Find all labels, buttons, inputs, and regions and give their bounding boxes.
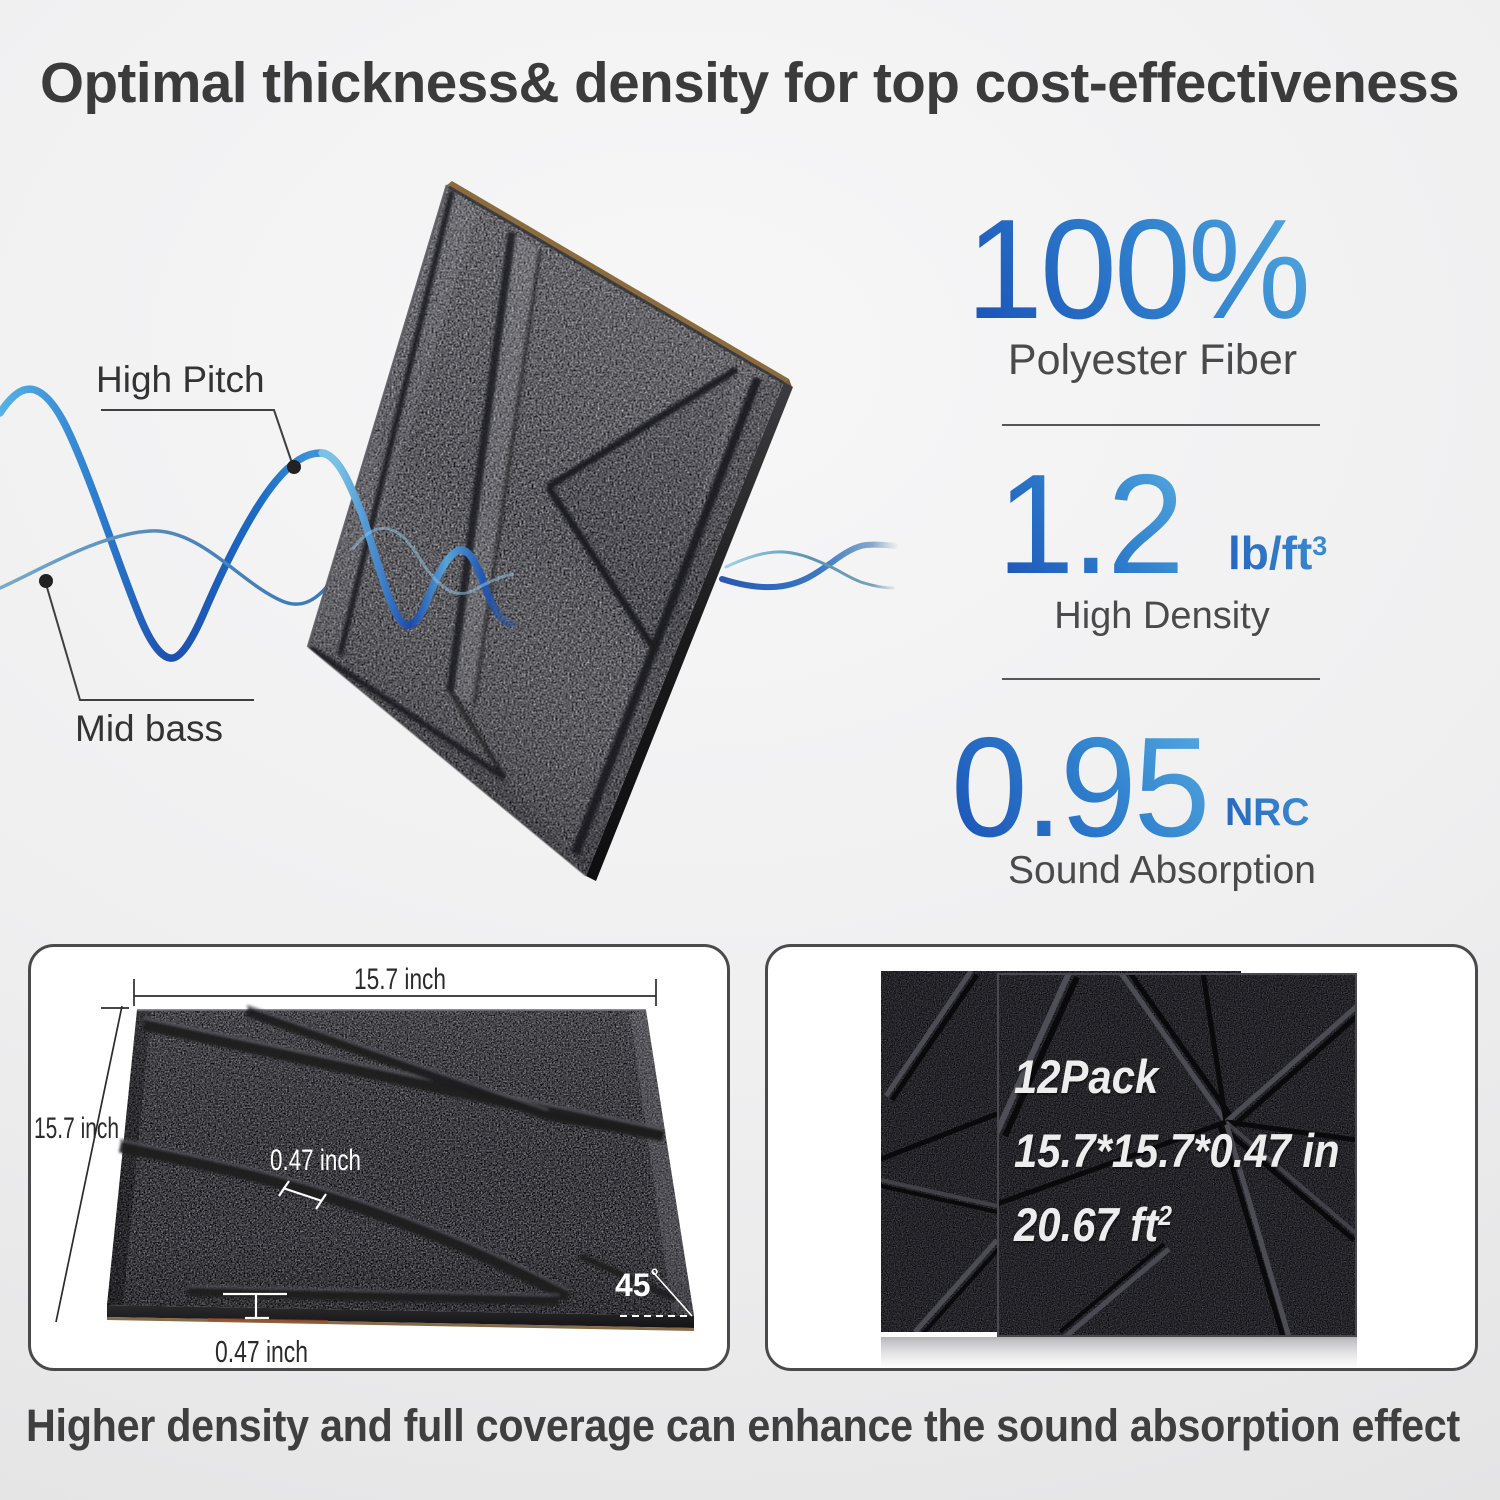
svg-text:Mid bass: Mid bass [75,708,223,749]
svg-text:High Pitch: High Pitch [96,359,265,400]
svg-text:15.7 inch: 15.7 inch [354,963,446,996]
svg-text:0.47 inch: 0.47 inch [270,1144,361,1177]
svg-text:15.7 inch: 15.7 inch [34,1112,119,1145]
svg-text:0.47 inch: 0.47 inch [215,1334,308,1369]
